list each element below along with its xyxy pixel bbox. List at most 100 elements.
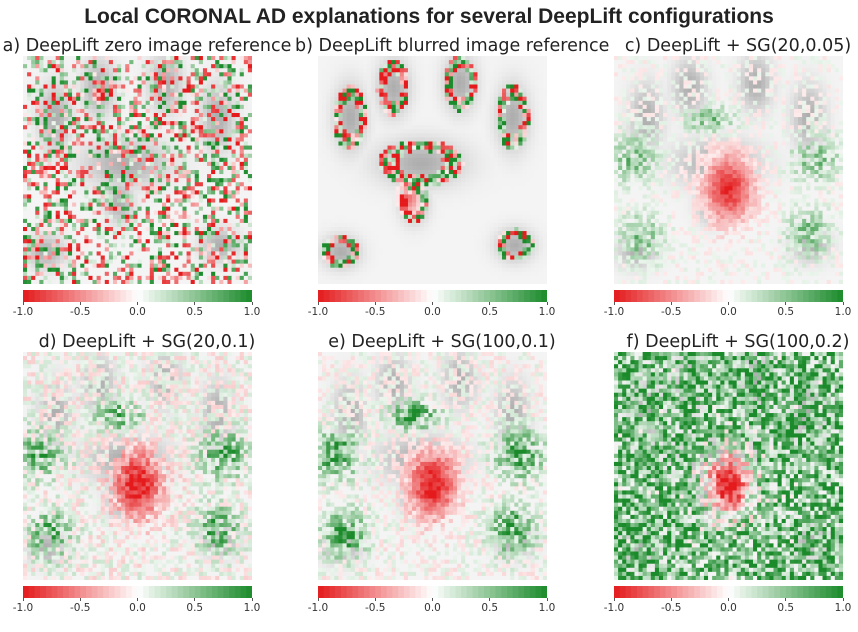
heatmap-cell xyxy=(530,100,536,106)
heatmap-cell xyxy=(243,251,249,256)
heatmap-cell xyxy=(395,68,401,73)
heatmap-cell xyxy=(149,231,155,236)
heatmap-cell xyxy=(367,80,372,85)
heatmap-cell xyxy=(219,84,224,89)
heatmap-cell xyxy=(59,271,65,277)
heatmap-cell xyxy=(51,125,57,130)
heatmap-cell xyxy=(239,275,245,281)
heatmap-cell xyxy=(182,239,187,244)
heatmap-cell xyxy=(518,104,523,110)
heatmap-cell xyxy=(190,133,196,138)
heatmap-cell xyxy=(362,80,368,85)
heatmap-cell xyxy=(420,76,425,81)
heatmap-cell xyxy=(55,137,61,142)
heatmap-cell xyxy=(153,72,159,77)
heatmap-cell xyxy=(247,153,252,159)
heatmap-cell xyxy=(420,149,425,155)
heatmap-cell xyxy=(23,251,28,256)
heatmap-cell xyxy=(346,100,352,106)
heatmap-cell xyxy=(522,125,527,130)
heatmap-cell xyxy=(145,68,151,73)
heatmap-cell xyxy=(55,170,61,175)
heatmap-cell xyxy=(481,141,486,146)
heatmap-cell xyxy=(457,68,462,73)
heatmap-cell xyxy=(223,161,228,167)
heatmap-cell xyxy=(194,121,200,126)
heatmap-cell xyxy=(534,165,540,171)
heatmap-cell xyxy=(43,170,48,175)
heatmap-cell xyxy=(235,251,241,256)
heatmap-cell xyxy=(387,145,392,150)
heatmap-cell xyxy=(174,247,179,252)
heatmap-cell xyxy=(452,129,458,134)
heatmap-cell xyxy=(88,275,93,281)
heatmap-cell xyxy=(465,80,470,85)
heatmap-cell xyxy=(428,161,433,167)
heatmap-cell xyxy=(117,88,122,93)
heatmap-cell xyxy=(473,137,478,142)
colorbar-segment xyxy=(108,290,116,302)
heatmap-cell xyxy=(153,64,159,69)
heatmap-cell xyxy=(399,125,405,130)
heatmap-cell xyxy=(334,104,339,110)
heatmap-cell xyxy=(440,125,446,130)
heatmap-cell xyxy=(358,178,364,183)
heatmap-cell xyxy=(452,178,458,183)
heatmap-cell xyxy=(166,214,171,220)
heatmap-cell xyxy=(145,145,151,150)
heatmap-cell xyxy=(174,104,179,110)
heatmap-cell xyxy=(358,121,364,126)
heatmap-cell xyxy=(526,88,531,93)
heatmap-cell xyxy=(88,218,93,224)
heatmap-cell xyxy=(67,182,73,187)
heatmap-cell xyxy=(227,68,232,73)
heatmap-cell xyxy=(436,161,441,167)
heatmap-cell xyxy=(367,157,372,163)
heatmap-cell xyxy=(227,80,232,85)
heatmap-cell xyxy=(387,121,392,126)
heatmap-cell xyxy=(96,84,101,89)
heatmap-cell xyxy=(80,174,85,179)
heatmap-cell xyxy=(174,88,179,93)
heatmap-cell xyxy=(92,271,97,277)
heatmap-cell xyxy=(27,84,32,89)
heatmap-cell xyxy=(522,100,527,106)
heatmap-cell xyxy=(112,92,118,98)
heatmap-cell xyxy=(452,104,458,110)
heatmap-cell xyxy=(178,153,183,159)
heatmap-cell xyxy=(104,182,110,187)
heatmap-cell xyxy=(473,145,478,150)
heatmap-cell xyxy=(198,137,204,142)
heatmap-cell xyxy=(157,231,163,236)
heatmap-cell xyxy=(27,145,32,150)
heatmap-cell xyxy=(100,210,106,216)
heatmap-cell xyxy=(326,178,331,183)
heatmap-cell xyxy=(326,137,331,142)
heatmap-cell xyxy=(108,104,114,110)
heatmap-cell xyxy=(170,104,175,110)
heatmap-cell xyxy=(157,218,163,224)
heatmap-cell xyxy=(387,129,392,134)
heatmap-cell xyxy=(202,68,208,73)
heatmap-cell xyxy=(190,255,196,260)
heatmap-cell xyxy=(149,100,155,106)
heatmap-cell xyxy=(493,141,499,146)
heatmap-cell xyxy=(137,76,142,81)
heatmap-cell xyxy=(170,92,175,98)
heatmap-cell xyxy=(170,129,175,134)
heatmap-cell xyxy=(235,243,241,248)
heatmap-cell xyxy=(121,72,126,77)
heatmap-cell xyxy=(145,161,151,167)
heatmap-cell xyxy=(96,170,101,175)
heatmap-cell xyxy=(202,76,208,81)
heatmap-cell xyxy=(239,255,245,260)
heatmap-cell xyxy=(485,174,491,179)
heatmap-cell xyxy=(178,56,183,61)
heatmap-cell xyxy=(39,259,44,264)
heatmap-cell xyxy=(334,92,339,98)
heatmap-cell xyxy=(63,202,69,207)
heatmap-cell xyxy=(375,76,380,81)
heatmap-cell xyxy=(481,56,486,61)
heatmap-cell xyxy=(170,170,175,175)
heatmap-cell xyxy=(43,271,48,277)
